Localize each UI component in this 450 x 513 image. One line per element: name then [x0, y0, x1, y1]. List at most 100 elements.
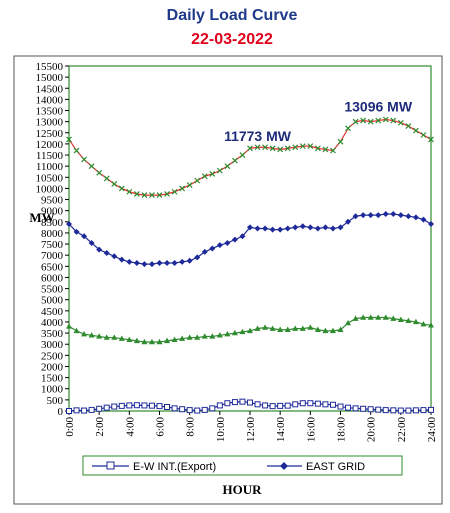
y-tick-label: 5000	[41, 295, 64, 307]
data-point	[405, 407, 412, 414]
data-point	[390, 211, 397, 218]
data-point	[307, 224, 314, 231]
data-point	[111, 334, 118, 340]
data-point	[292, 224, 299, 231]
data-point	[201, 173, 208, 180]
legend-box	[82, 455, 403, 476]
y-tick-label: 7000	[41, 250, 64, 262]
data-point	[186, 182, 193, 189]
data-point	[133, 191, 140, 197]
y-tick-label: 11000	[36, 161, 64, 173]
data-point	[126, 402, 133, 409]
y-tick-label: 15500	[36, 61, 64, 73]
data-point	[314, 145, 321, 152]
data-point	[269, 226, 276, 233]
data-point	[367, 406, 374, 413]
x-axis-label: HOUR	[223, 482, 263, 497]
data-point	[81, 407, 88, 414]
data-point	[397, 212, 404, 219]
y-tick-label: 8000	[41, 228, 64, 240]
data-point	[382, 211, 389, 218]
x-tick-label: 16:00	[305, 417, 317, 443]
chart-subtitle: 22-03-2022	[191, 31, 273, 48]
data-point	[201, 406, 208, 413]
y-tick-label: 500	[47, 395, 64, 407]
data-point	[345, 125, 351, 132]
data-point	[156, 338, 163, 345]
data-point	[133, 259, 140, 266]
data-point	[360, 117, 367, 124]
data-point	[247, 399, 253, 406]
data-point	[96, 246, 103, 253]
data-point	[171, 336, 178, 342]
y-tick-label: 2500	[41, 350, 64, 362]
data-point	[88, 239, 95, 246]
data-point	[360, 212, 367, 219]
data-point	[81, 156, 88, 163]
data-point	[277, 226, 284, 233]
data-point	[171, 405, 178, 412]
series-3	[66, 398, 434, 414]
chart-legend: E-W INT.(Export) EAST GRID	[82, 455, 403, 476]
data-point	[66, 221, 72, 228]
data-point	[118, 402, 125, 409]
y-tick-label: 4000	[41, 317, 64, 329]
data-point	[284, 402, 291, 409]
annotation-evening-peak-2: 13096 MW	[344, 99, 412, 115]
x-tick-label: 22:00	[396, 417, 408, 443]
data-point	[277, 326, 284, 332]
data-point	[81, 233, 88, 240]
data-point	[345, 218, 352, 225]
data-point	[412, 318, 419, 325]
data-point	[329, 401, 336, 408]
x-tick-label: 4:00	[124, 417, 136, 437]
data-point	[239, 398, 246, 405]
data-point	[194, 254, 201, 261]
data-point	[164, 191, 170, 197]
data-point	[224, 400, 231, 407]
y-axis-label: MW	[29, 210, 54, 225]
data-point	[247, 224, 253, 231]
data-point	[126, 258, 133, 265]
data-point	[81, 331, 88, 337]
data-point	[156, 403, 163, 410]
x-tick-label: 12:00	[245, 417, 257, 443]
data-point	[73, 407, 80, 414]
data-point	[337, 403, 344, 410]
data-point	[141, 192, 148, 199]
data-point	[352, 315, 359, 321]
data-point	[66, 408, 72, 414]
data-point	[179, 185, 186, 192]
chart-outer-border	[13, 55, 443, 505]
data-point	[397, 316, 404, 322]
data-point	[299, 223, 306, 230]
data-point	[420, 216, 427, 223]
data-point	[322, 401, 329, 408]
data-point	[66, 136, 72, 143]
data-point	[201, 333, 208, 339]
y-tick-label: 9000	[41, 206, 64, 218]
data-point	[247, 145, 253, 152]
data-point	[428, 221, 434, 228]
x-tick-label: 24:00	[426, 417, 438, 443]
data-point	[367, 118, 374, 125]
x-tick-label: 20:00	[366, 417, 378, 443]
data-point	[262, 225, 269, 232]
data-point	[126, 336, 133, 342]
y-tick-label: 10000	[36, 183, 64, 195]
data-point	[284, 225, 291, 232]
data-point	[382, 314, 389, 320]
data-point	[73, 327, 80, 334]
y-tick-label: 1500	[41, 373, 64, 385]
data-point	[164, 403, 171, 410]
data-point	[254, 225, 261, 232]
chart-title: Daily Load Curve	[167, 7, 298, 24]
data-point	[428, 136, 434, 143]
data-point	[284, 326, 291, 332]
data-point	[352, 213, 359, 220]
data-point	[164, 259, 171, 266]
data-point	[337, 138, 344, 145]
data-point	[179, 406, 186, 413]
annotation-evening-peak-1: 11773 MW	[224, 128, 292, 144]
data-point	[262, 144, 269, 151]
